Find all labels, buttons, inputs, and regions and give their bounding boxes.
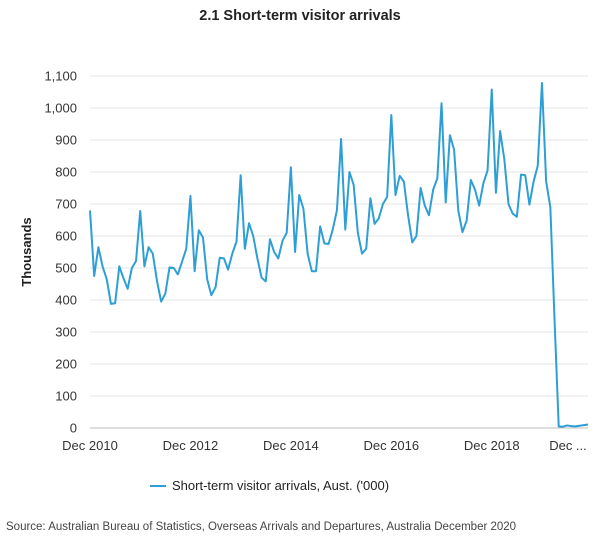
y-tick-label: 1,000 <box>44 101 77 116</box>
series-layer <box>89 82 589 428</box>
y-tick-label: 400 <box>55 293 77 308</box>
y-tick-label: 600 <box>55 229 77 244</box>
legend-swatch <box>150 484 166 487</box>
gridlines <box>90 75 588 429</box>
y-tick-label: 900 <box>55 133 77 148</box>
x-tick-label: Dec 2016 <box>363 438 419 453</box>
chart-title: 2.1 Short-term visitor arrivals <box>199 8 401 24</box>
x-tick-label: Dec 2018 <box>464 438 520 453</box>
series-line <box>89 82 589 428</box>
y-tick-label: 800 <box>55 165 77 180</box>
source-note: Source: Australian Bureau of Statistics,… <box>6 521 517 533</box>
x-tick-label: Dec ... <box>549 438 587 453</box>
y-axis-label: Thousands <box>19 217 34 286</box>
y-tick-label: 100 <box>55 389 77 404</box>
y-tick-label: 700 <box>55 197 77 212</box>
x-tick-label: Dec 2012 <box>163 438 219 453</box>
x-tick-label: Dec 2010 <box>62 438 118 453</box>
line-chart: 0 100 200 300 400 500 600 700 800 900 1,000 1,100 De… <box>19 69 589 454</box>
y-tick-label: 1,100 <box>44 69 77 84</box>
axes: 0 100 200 300 400 500 600 700 800 900 1,000 1,100 De… <box>44 69 586 454</box>
y-tick-label: 200 <box>55 357 77 372</box>
legend: Short-term visitor arrivals, Aust. ('000… <box>150 478 389 493</box>
y-tick-label: 500 <box>55 261 77 276</box>
x-tick-label: Dec 2014 <box>263 438 319 453</box>
y-tick-label: 0 <box>70 421 77 436</box>
legend-label: Short-term visitor arrivals, Aust. ('000… <box>172 478 390 493</box>
y-tick-label: 300 <box>55 325 77 340</box>
